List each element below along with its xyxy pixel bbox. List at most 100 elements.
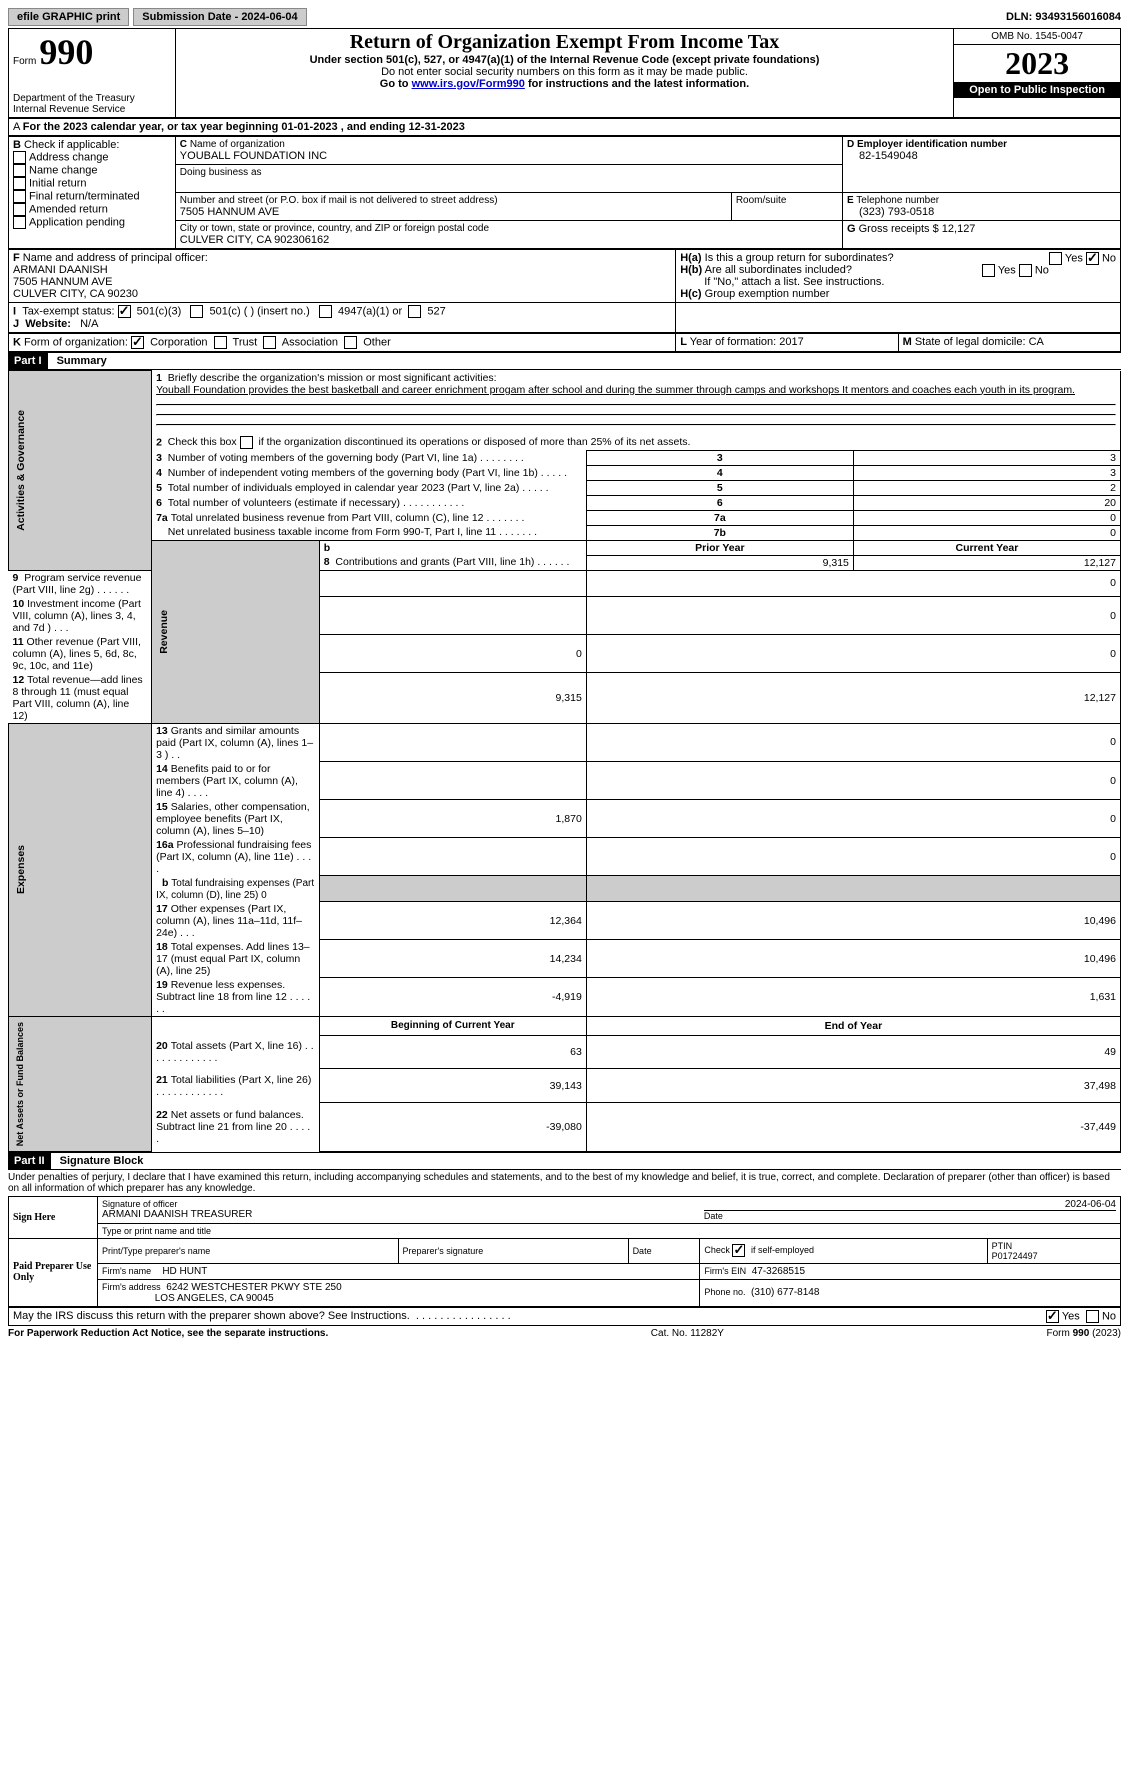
part1-header-row: Part I Summary xyxy=(8,352,1121,370)
room-label: Room/suite xyxy=(736,195,838,206)
line-16a: 16a Professional fundraising fees (Part … xyxy=(9,838,1121,876)
cb-hb-yes[interactable] xyxy=(982,264,995,277)
cb-q2[interactable] xyxy=(240,436,253,449)
cb-initial-return[interactable] xyxy=(13,177,26,190)
section-a: A For the 2023 calendar year, or tax yea… xyxy=(8,118,1121,136)
officer-addr2: CULVER CITY, CA 90230 xyxy=(13,288,138,300)
city-value: CULVER CITY, CA 902306162 xyxy=(180,234,838,246)
ptin-label: PTIN xyxy=(992,1241,1116,1251)
domicile-value: CA xyxy=(1029,336,1044,348)
cb-name-change[interactable] xyxy=(13,164,26,177)
gross-label: Gross receipts $ xyxy=(859,223,939,235)
website-value: N/A xyxy=(80,318,98,330)
col-begin: Beginning of Current Year xyxy=(319,1016,586,1035)
tax-year: 2023 xyxy=(954,45,1120,82)
hb-label: Are all subordinates included? xyxy=(705,264,852,276)
cb-address-change[interactable] xyxy=(13,151,26,164)
line-20: 20 Total assets (Part X, line 16) . . . … xyxy=(9,1035,1121,1068)
irs-link[interactable]: www.irs.gov/Form990 xyxy=(412,78,525,90)
cb-assoc[interactable] xyxy=(263,336,276,349)
cb-discuss-no[interactable] xyxy=(1086,1310,1099,1323)
cb-other[interactable] xyxy=(344,336,357,349)
cb-527[interactable] xyxy=(408,305,421,318)
dept-label: Department of the Treasury Internal Reve… xyxy=(13,93,171,115)
dln-label: DLN: 93493156016084 xyxy=(1006,11,1121,23)
addr-label: Number and street (or P.O. box if mail i… xyxy=(180,195,727,206)
vlabel-exp: Expenses xyxy=(13,841,29,898)
firm-addr1: 6242 WESTCHESTER PKWY STE 250 xyxy=(166,1282,341,1293)
hc-label: Group exemption number xyxy=(705,288,830,300)
year-formation-value: 2017 xyxy=(779,336,803,348)
line-17: 17 Other expenses (Part IX, column (A), … xyxy=(9,902,1121,940)
cb-amended-return[interactable] xyxy=(13,203,26,216)
col-prior: Prior Year xyxy=(586,540,853,555)
discuss-text: May the IRS discuss this return with the… xyxy=(13,1310,410,1322)
part1-table: Activities & Governance 1 Briefly descri… xyxy=(8,370,1121,1152)
ptin-value: P01724497 xyxy=(992,1251,1116,1261)
cb-discuss-yes[interactable] xyxy=(1046,1310,1059,1323)
gross-value: 12,127 xyxy=(942,223,976,235)
type-name-label: Type or print name and title xyxy=(102,1226,1116,1236)
officer-label: Name and address of principal officer: xyxy=(23,252,208,264)
cb-trust[interactable] xyxy=(214,336,227,349)
page-footer: For Paperwork Reduction Act Notice, see … xyxy=(8,1328,1121,1339)
calendar-year-text: For the 2023 calendar year, or tax year … xyxy=(23,121,465,133)
col-end: End of Year xyxy=(586,1016,1120,1035)
line-15: 15 Salaries, other compensation, employe… xyxy=(9,800,1121,838)
ha-label: Is this a group return for subordinates? xyxy=(705,252,894,264)
subtitle2: Do not enter social security numbers on … xyxy=(180,66,949,78)
year-formation-label: Year of formation: xyxy=(690,336,776,348)
cb-app-pending[interactable] xyxy=(13,216,26,229)
cb-501c[interactable] xyxy=(190,305,203,318)
dba-label: Doing business as xyxy=(180,167,838,178)
line-7a: 7a Total unrelated business revenue from… xyxy=(9,510,1121,525)
domicile-label: State of legal domicile: xyxy=(915,336,1026,348)
part2-header-row: Part II Signature Block xyxy=(8,1152,1121,1170)
paid-preparer-label: Paid Preparer Use Only xyxy=(9,1238,98,1306)
firm-name-label: Firm's name xyxy=(102,1266,151,1276)
subtitle1: Under section 501(c), 527, or 4947(a)(1)… xyxy=(180,54,949,66)
form-number: 990 xyxy=(39,32,93,72)
sections-f-m: F Name and address of principal officer:… xyxy=(8,249,1121,333)
cb-501c3[interactable] xyxy=(118,305,131,318)
footer-right: Form 990 (2023) xyxy=(1047,1328,1121,1339)
sig-date: 2024-06-04 xyxy=(704,1199,1116,1211)
firm-addr-label: Firm's address xyxy=(102,1282,161,1292)
q1-text: Youball Foundation provides the best bas… xyxy=(156,384,1075,396)
officer-name: ARMANI DAANISH xyxy=(13,264,108,276)
line-5: 5 Total number of individuals employed i… xyxy=(9,480,1121,495)
line-22: 22 Net assets or fund balances. Subtract… xyxy=(9,1102,1121,1151)
top-bar: efile GRAPHIC print Submission Date - 20… xyxy=(8,8,1121,26)
cb-ha-no[interactable] xyxy=(1086,252,1099,265)
submission-button[interactable]: Submission Date - 2024-06-04 xyxy=(133,8,306,26)
cb-corp[interactable] xyxy=(131,336,144,349)
q2-text: Check this box if the organization disco… xyxy=(168,436,691,448)
vlq682: Activities & Governance xyxy=(13,406,29,535)
footer-center: Cat. No. 11282Y xyxy=(651,1328,724,1339)
phone-value: (323) 793-0518 xyxy=(847,206,1116,218)
cb-hb-no[interactable] xyxy=(1019,264,1032,277)
signature-table: Sign Here Signature of officer ARMANI DA… xyxy=(8,1196,1121,1307)
subtitle3: Go to www.irs.gov/Form990 for instructio… xyxy=(180,78,949,90)
org-name-label: Name of organization xyxy=(190,139,285,150)
website-label: Website: xyxy=(25,318,71,330)
prep-sig-label: Preparer's signature xyxy=(398,1238,628,1263)
efile-button[interactable]: efile GRAPHIC print xyxy=(8,8,129,26)
cb-final-return[interactable] xyxy=(13,190,26,203)
part1-header: Part I xyxy=(8,353,48,369)
line-4: 4 Number of independent voting members o… xyxy=(9,465,1121,480)
firm-ein-label: Firm's EIN xyxy=(704,1266,746,1276)
cb-ha-yes[interactable] xyxy=(1049,252,1062,265)
cb-self-emp[interactable] xyxy=(732,1244,745,1257)
declaration-text: Under penalties of perjury, I declare th… xyxy=(8,1170,1121,1196)
city-label: City or town, state or province, country… xyxy=(180,223,838,234)
ein-value: 82-1549048 xyxy=(847,150,1116,162)
col-current: Current Year xyxy=(853,540,1120,555)
firm-phone: (310) 677-8148 xyxy=(751,1287,819,1298)
officer-signature: ARMANI DAANISH TREASURER xyxy=(102,1209,696,1220)
check-applicable-label: Check if applicable: xyxy=(24,139,119,151)
open-public-label: Open to Public Inspection xyxy=(954,82,1120,98)
cb-4947[interactable] xyxy=(319,305,332,318)
form-prefix: Form xyxy=(13,56,36,67)
hb-note: If "No," attach a list. See instructions… xyxy=(680,276,1116,288)
